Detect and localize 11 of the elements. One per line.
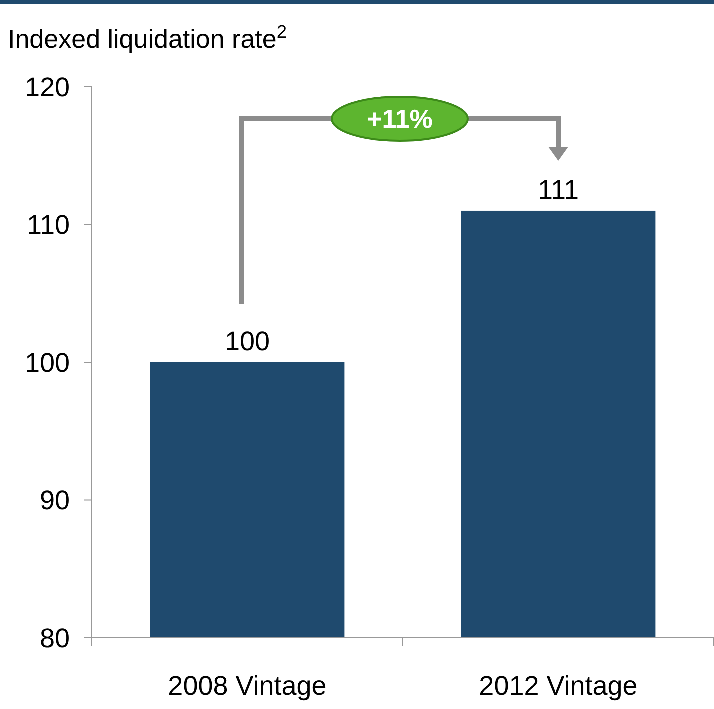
y-tick-label: 80 [40,623,70,654]
data-label: 100 [224,326,270,356]
y-tick-label: 110 [26,210,70,240]
y-tick-label: 120 [24,72,70,102]
x-tick-label: 2012 Vintage [479,671,638,701]
y-axis-title: Indexed liquidation rate$^{2}$ [8,22,287,54]
data-label: 111 [538,174,580,205]
annotation: +11% [367,104,433,134]
y-tick-label: 90 [40,486,70,516]
x-tick-label: 2008 Vintage [168,671,327,701]
y-tick-label: 100 [24,348,70,378]
